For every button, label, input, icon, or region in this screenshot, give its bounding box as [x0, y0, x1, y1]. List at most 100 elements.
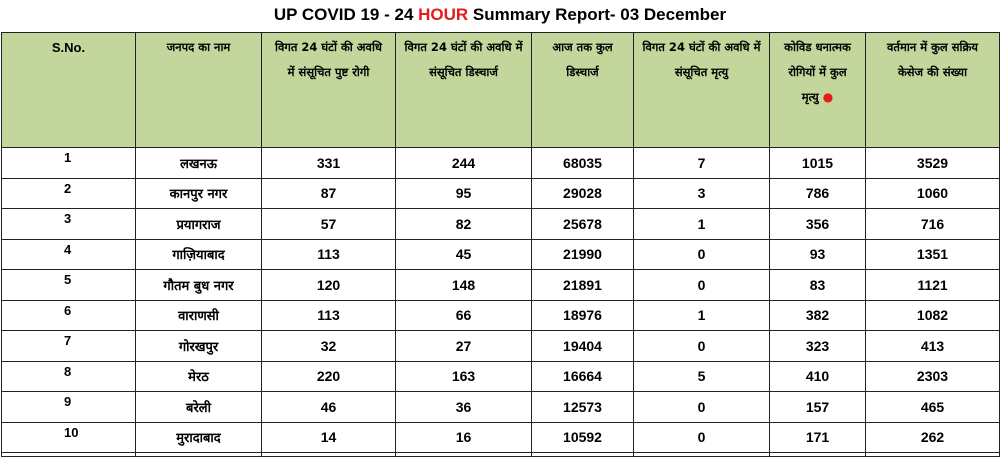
cell-active: 716 — [865, 208, 1000, 240]
cell-positive: 220 — [261, 360, 396, 392]
cell-total-discharge: 29028 — [531, 177, 634, 209]
header-total-deaths: कोविड धनात्मक रोगियों में कुल मृत्यु ● — [769, 32, 866, 148]
cell-total-discharge: 12573 — [531, 391, 634, 423]
cell-sno: 7 — [1, 330, 136, 362]
header-discharge-label: विगत 24 घंटों की अवधि में संसूचित डिस्चा… — [404, 40, 523, 79]
cell-active: 3529 — [865, 147, 1000, 179]
cell-district: कानपुर नगर — [135, 177, 262, 209]
cell-district: मुरादाबाद — [135, 421, 262, 453]
title-highlight: HOUR — [418, 5, 469, 24]
table-row: 3 प्रयागराज 57 82 25678 1 356 716 — [1, 208, 1000, 240]
cell-discharge: 148 — [395, 269, 532, 301]
cell-total-discharge: 25678 — [531, 208, 634, 240]
summary-table: S.No. जनपद का नाम विगत 24 घंटों की अवधि … — [1, 32, 1000, 457]
cell-positive: 57 — [261, 208, 396, 240]
cell-discharge: 163 — [395, 360, 532, 392]
cell-deaths: 1 — [633, 208, 770, 240]
cell-sno: 10 — [1, 421, 136, 453]
cell-active: 1060 — [865, 177, 1000, 209]
cell-discharge: 66 — [395, 299, 532, 331]
cell-total-deaths: 93 — [769, 238, 866, 270]
table-row: 9 बरेली 46 36 12573 0 157 465 — [1, 391, 1000, 423]
table-row: 8 मेरठ 220 163 16664 5 410 2303 — [1, 360, 1000, 392]
cell-sno: 2 — [1, 177, 136, 209]
cell-discharge: 95 — [395, 177, 532, 209]
cell-total-deaths: 157 — [769, 391, 866, 423]
cell-district: गौतम बुध नगर — [135, 269, 262, 301]
cell-discharge: 36 — [395, 391, 532, 423]
cell-discharge: 16 — [395, 421, 532, 453]
cell-active: 1082 — [865, 299, 1000, 331]
table-row: 1 लखनऊ 331 244 68035 7 1015 3529 — [1, 147, 1000, 179]
cell-sno: 1 — [1, 147, 136, 179]
cell-deaths: 5 — [633, 360, 770, 392]
header-row: S.No. जनपद का नाम विगत 24 घंटों की अवधि … — [1, 32, 1000, 148]
table-row: 10 मुरादाबाद 14 16 10592 0 171 262 — [1, 421, 1000, 453]
cell-positive: 331 — [261, 147, 396, 179]
cell-active: 413 — [865, 330, 1000, 362]
cell-positive: 46 — [261, 391, 396, 423]
cell-total-deaths: 171 — [769, 421, 866, 453]
cell-total-discharge: 21990 — [531, 238, 634, 270]
cell-total-deaths: 356 — [769, 208, 866, 240]
cell-sno: 9 — [1, 391, 136, 423]
cell-sno: 4 — [1, 238, 136, 270]
header-district-label: जनपद का नाम — [166, 40, 231, 54]
cell-deaths: 0 — [633, 269, 770, 301]
header-sno-label: S.No. — [51, 40, 86, 55]
cell-deaths: 1 — [633, 299, 770, 331]
header-total-deaths-label: कोविड धनात्मक रोगियों में कुल मृत्यु — [784, 40, 851, 104]
title-suffix: Summary Report- 03 December — [468, 5, 727, 24]
cell-deaths: 7 — [633, 147, 770, 179]
cell-deaths: 3 — [633, 177, 770, 209]
header-death-label: विगत 24 घंटों की अवधि में संसूचित मृत्यु — [642, 40, 761, 79]
report-title: UP COVID 19 - 24 HOUR Summary Report- 03… — [0, 4, 1000, 26]
cell-active: 1121 — [865, 269, 1000, 301]
cell-total-discharge: 16664 — [531, 360, 634, 392]
cell-deaths: 0 — [633, 238, 770, 270]
cell-discharge: 45 — [395, 238, 532, 270]
cell-positive: 113 — [261, 238, 396, 270]
cell-district: गाज़ियाबाद — [135, 238, 262, 270]
cell-total-discharge: 21891 — [531, 269, 634, 301]
header-positive-24h: विगत 24 घंटों की अवधि में संसूचित पुष्ट … — [261, 32, 396, 148]
header-total-discharge-label: आज तक कुल डिस्चार्ज — [552, 40, 613, 79]
table-row: 7 गोरखपुर 32 27 19404 0 323 413 — [1, 330, 1000, 362]
cell-deaths: 0 — [633, 391, 770, 423]
header-active: वर्तमान में कुल सक्रिय केसेज की संख्या — [865, 32, 1000, 148]
cell-sno: 8 — [1, 360, 136, 392]
cell-active: 1351 — [865, 238, 1000, 270]
cell-district: मेरठ — [135, 360, 262, 392]
cell-sno: 5 — [1, 269, 136, 301]
cell-total-discharge: 68035 — [531, 147, 634, 179]
cell-district: गोरखपुर — [135, 330, 262, 362]
table-row: 6 वाराणसी 113 66 18976 1 382 1082 — [1, 299, 1000, 331]
title-prefix: UP COVID 19 - 24 — [273, 5, 419, 24]
cell-active: 262 — [865, 421, 1000, 453]
cell-total-deaths: 410 — [769, 360, 866, 392]
red-dot-marker: ● — [822, 90, 834, 104]
header-district: जनपद का नाम — [135, 32, 262, 148]
table-row: 5 गौतम बुध नगर 120 148 21891 0 83 1121 — [1, 269, 1000, 301]
header-death-24h: विगत 24 घंटों की अवधि में संसूचित मृत्यु — [633, 32, 770, 148]
cell-positive: 87 — [261, 177, 396, 209]
cell-total-deaths: 323 — [769, 330, 866, 362]
cell-deaths: 0 — [633, 421, 770, 453]
cell-total-discharge: 18976 — [531, 299, 634, 331]
cell-positive: 120 — [261, 269, 396, 301]
cell-discharge: 244 — [395, 147, 532, 179]
header-positive-label: विगत 24 घंटों की अवधि में संसूचित पुष्ट … — [274, 40, 383, 79]
cell-district: प्रयागराज — [135, 208, 262, 240]
cell-total-deaths: 1015 — [769, 147, 866, 179]
cell-sno: 3 — [1, 208, 136, 240]
cell-sno: 6 — [1, 299, 136, 331]
header-discharge-24h: विगत 24 घंटों की अवधि में संसूचित डिस्चा… — [395, 32, 532, 148]
header-total-discharge: आज तक कुल डिस्चार्ज — [531, 32, 634, 148]
header-sno: S.No. — [1, 32, 136, 148]
cell-total-discharge: 19404 — [531, 330, 634, 362]
cell-district: बरेली — [135, 391, 262, 423]
cell-total-deaths: 83 — [769, 269, 866, 301]
cell-active: 465 — [865, 391, 1000, 423]
cell-district: लखनऊ — [135, 147, 262, 179]
cell-discharge: 27 — [395, 330, 532, 362]
